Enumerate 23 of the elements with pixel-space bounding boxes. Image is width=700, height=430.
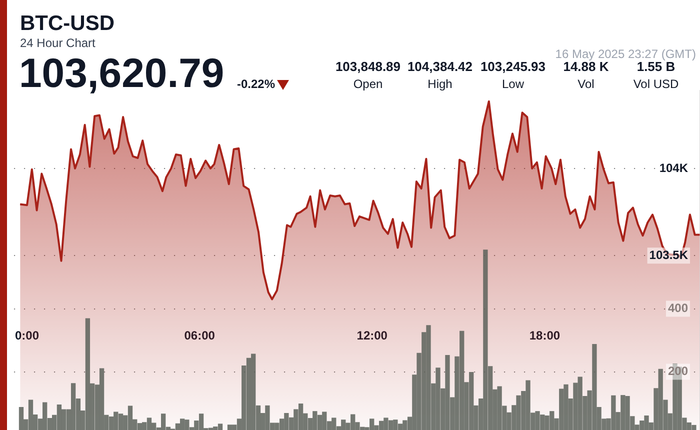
x-tick-label: 06:00: [184, 328, 216, 343]
y2-tick-label: 200: [668, 364, 688, 378]
text: 16 May 2025 23:27 (GMT): [555, 47, 696, 61]
text: 1.55 B: [636, 59, 676, 74]
annotation: 103,620.79: [19, 50, 224, 97]
y-tick-label: 104K: [659, 160, 688, 175]
x-tick-label: 12:00: [356, 328, 388, 343]
annotation: Low: [500, 77, 525, 91]
annotation: Vol USD: [632, 77, 680, 91]
text: 103,848.89: [335, 59, 401, 74]
annotation: High: [426, 77, 454, 91]
chart-subtitle: 24 Hour Chart: [20, 36, 96, 50]
x-tick-label: 0:00: [14, 328, 40, 343]
text: 14.88 K: [563, 59, 609, 74]
chart-title: BTC-USD: [20, 12, 114, 36]
annotation: Open: [352, 77, 384, 91]
y-tick-label: 103.5K: [649, 248, 688, 262]
text: 104,384.42: [407, 59, 473, 74]
annotation: -0.22%: [237, 77, 276, 91]
text: 103,245.93: [480, 59, 546, 74]
x-tick-label: 18:00: [529, 328, 560, 343]
annotation: Vol: [576, 77, 596, 91]
y2-tick-label: 400: [668, 301, 688, 316]
